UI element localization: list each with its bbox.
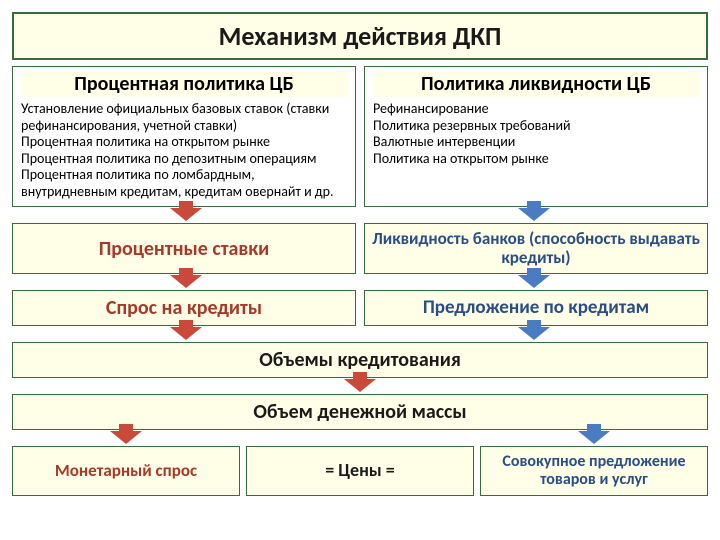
arrow-row-3 xyxy=(12,327,708,340)
diagram-title: Механизм действия ДКП xyxy=(12,12,708,60)
right-liquidity-box: Ликвидность банков (способность выдавать… xyxy=(364,223,708,274)
monetary-demand-box: Монетарный спрос xyxy=(12,446,240,495)
prices-box: = Цены = xyxy=(246,446,474,495)
arrow-row-1 xyxy=(12,208,708,221)
left-policy-body: Установление официальных базовых ставок … xyxy=(21,101,347,200)
policy-columns: Процентная политика ЦБ Установление офиц… xyxy=(12,66,708,207)
arrow-down-icon xyxy=(170,275,202,288)
arrow-down-icon xyxy=(170,208,202,221)
right-policy-body: Рефинансирование Политика резервных треб… xyxy=(373,101,699,167)
arrow-down-icon xyxy=(578,431,610,444)
arrow-row-5 xyxy=(12,431,708,444)
bottom-row: Монетарный спрос = Цены = Совокупное пре… xyxy=(12,446,708,495)
arrow-down-icon xyxy=(170,327,202,340)
arrow-down-icon xyxy=(518,275,550,288)
arrow-row-4 xyxy=(12,379,708,392)
left-rates-box: Процентные ставки xyxy=(12,223,356,274)
sub-row-2: Спрос на кредиты Предложение по кредитам xyxy=(12,290,708,326)
left-policy-box: Процентная политика ЦБ Установление офиц… xyxy=(12,66,356,207)
left-policy-heading: Процентная политика ЦБ xyxy=(21,71,347,97)
right-policy-heading: Политика ликвидности ЦБ xyxy=(373,71,699,97)
aggregate-supply-box: Совокупное предложение товаров и услуг xyxy=(480,446,708,495)
arrow-row-2 xyxy=(12,275,708,288)
arrow-down-icon xyxy=(518,208,550,221)
arrow-down-icon xyxy=(110,431,142,444)
money-supply-bar: Объем денежной массы xyxy=(12,394,708,430)
sub-row-1: Процентные ставки Ликвидность банков (сп… xyxy=(12,223,708,274)
arrow-down-icon xyxy=(344,379,376,392)
arrow-down-icon xyxy=(518,327,550,340)
right-policy-box: Политика ликвидности ЦБ Рефинансирование… xyxy=(364,66,708,207)
